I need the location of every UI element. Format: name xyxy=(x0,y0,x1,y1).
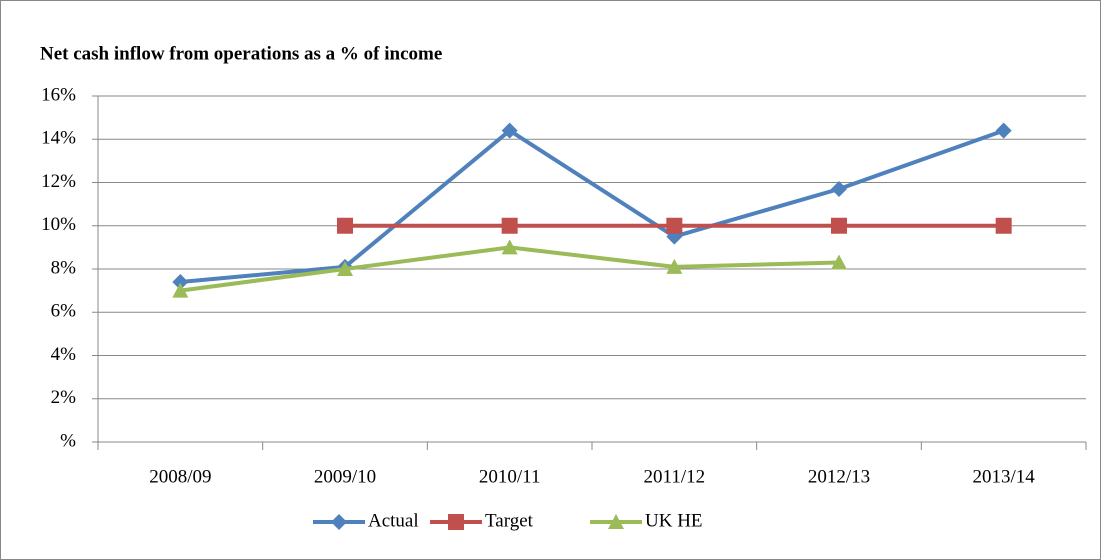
marker xyxy=(172,282,189,298)
marker xyxy=(172,273,189,290)
marker xyxy=(448,514,464,530)
series-line xyxy=(180,128,1005,284)
marker xyxy=(608,514,624,529)
x-tick-label: 2011/12 xyxy=(644,466,706,487)
y-tick-label: 12% xyxy=(41,171,76,192)
x-tick-label: 2008/09 xyxy=(149,466,211,487)
y-tick-label: 16% xyxy=(41,84,76,105)
marker xyxy=(666,217,683,234)
marker xyxy=(337,261,353,276)
marker xyxy=(831,217,847,234)
x-tick-label: 2013/14 xyxy=(973,466,1036,487)
marker xyxy=(831,254,847,270)
marker xyxy=(666,258,683,274)
marker xyxy=(501,122,518,139)
chart-title: Net cash inflow from operations as a % o… xyxy=(40,43,442,64)
x-tick-label: 2010/11 xyxy=(479,466,541,487)
y-tick-label: 4% xyxy=(51,344,77,365)
marker xyxy=(501,217,518,234)
marker xyxy=(995,122,1012,139)
y-tick-label: 10% xyxy=(41,214,76,235)
y-tick-label: 14% xyxy=(41,128,76,149)
y-tick-label: 8% xyxy=(51,257,77,278)
y-tick-label: % xyxy=(60,430,76,451)
y-tick-label: 6% xyxy=(51,301,77,322)
marker xyxy=(331,514,347,530)
y-tick-label: 2% xyxy=(51,387,77,408)
legend-label: Target xyxy=(485,510,534,531)
marker xyxy=(995,217,1012,234)
marker xyxy=(337,217,353,234)
marker xyxy=(831,180,847,197)
legend-label: Actual xyxy=(368,510,419,531)
marker xyxy=(501,239,518,255)
x-tick-label: 2012/13 xyxy=(808,466,870,487)
x-tick-label: 2009/10 xyxy=(314,466,376,487)
legend-label: UK HE xyxy=(645,510,703,531)
